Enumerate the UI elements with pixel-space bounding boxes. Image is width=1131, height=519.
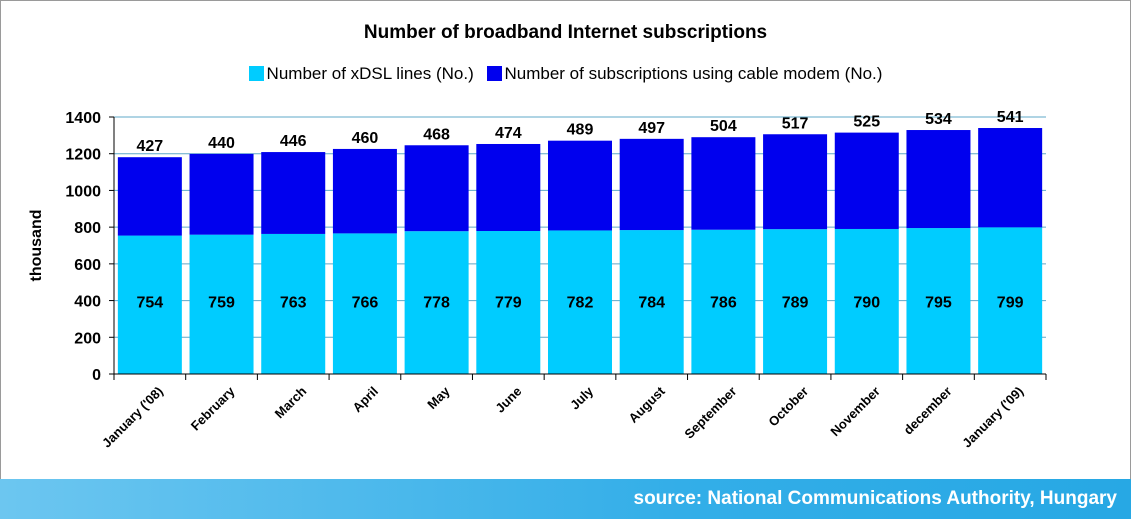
- data-label-cable-10: 525: [853, 114, 880, 131]
- data-label-xdsl-2: 763: [280, 295, 307, 312]
- bar-cable-0: [117, 157, 182, 236]
- y-tick-label-1200: 1200: [65, 147, 101, 164]
- y-tick-label-600: 600: [74, 257, 101, 274]
- chart-legend: Number of xDSL lines (No.) Number of sub…: [0, 64, 1131, 84]
- category-label-11: december: [901, 384, 955, 438]
- category-label-12: January ('09): [959, 384, 1026, 451]
- bar-cable-6: [548, 140, 612, 231]
- data-label-cable-0: 427: [136, 138, 163, 155]
- y-tick-label-0: 0: [92, 367, 101, 384]
- bar-xdsl-12: [978, 227, 1043, 374]
- bar-xdsl-7: [619, 230, 684, 374]
- bar-cable-5: [476, 143, 541, 231]
- source-text: source: National Communications Authorit…: [633, 488, 1118, 509]
- bar-xdsl-8: [691, 229, 756, 374]
- data-label-xdsl-6: 782: [567, 295, 594, 312]
- category-label-1: February: [188, 383, 238, 433]
- category-label-2: March: [272, 383, 310, 421]
- y-tick-label-1000: 1000: [65, 183, 101, 200]
- y-tick-label-200: 200: [74, 330, 101, 347]
- data-label-cable-12: 541: [997, 109, 1024, 126]
- bar-cable-2: [261, 152, 326, 234]
- bar-cable-1: [189, 153, 254, 235]
- bar-xdsl-5: [476, 230, 541, 374]
- bar-xdsl-2: [261, 233, 326, 374]
- data-label-cable-7: 497: [638, 120, 665, 137]
- bar-xdsl-0: [117, 235, 182, 374]
- y-tick-label-400: 400: [74, 294, 101, 311]
- data-label-cable-4: 468: [423, 126, 450, 143]
- category-label-0: January ('08): [99, 384, 166, 451]
- data-label-xdsl-10: 790: [853, 295, 880, 312]
- y-tick-label-1400: 1400: [65, 110, 101, 127]
- bar-xdsl-4: [404, 231, 469, 374]
- y-tick-label-800: 800: [74, 220, 101, 237]
- legend-swatch-cable: [486, 66, 502, 81]
- category-label-5: June: [492, 384, 524, 416]
- data-label-xdsl-0: 754: [136, 295, 163, 312]
- data-label-cable-11: 534: [925, 111, 952, 128]
- data-label-xdsl-9: 789: [782, 295, 809, 312]
- data-label-xdsl-8: 786: [710, 295, 737, 312]
- chart-title: Number of broadband Internet subscriptio…: [363, 22, 768, 43]
- legend-swatch-xdsl: [248, 66, 264, 81]
- bar-cable-7: [619, 138, 684, 231]
- data-label-cable-1: 440: [208, 135, 235, 152]
- footer-bar: source: National Communications Authorit…: [0, 479, 1131, 519]
- bar-cable-10: [834, 132, 899, 229]
- legend-label-xdsl: Number of xDSL lines (No.): [266, 64, 474, 83]
- data-label-cable-2: 446: [280, 133, 307, 150]
- bar-xdsl-3: [332, 233, 397, 374]
- data-label-cable-9: 517: [782, 115, 809, 132]
- data-label-xdsl-3: 766: [352, 295, 379, 312]
- data-label-cable-8: 504: [710, 118, 737, 135]
- legend-item-cable: Number of subscriptions using cable mode…: [486, 64, 883, 84]
- category-label-3: April: [349, 384, 381, 416]
- data-label-xdsl-7: 784: [638, 295, 665, 312]
- category-label-9: October: [765, 384, 811, 430]
- data-label-cable-3: 460: [352, 130, 379, 147]
- category-label-7: August: [626, 383, 669, 426]
- data-label-xdsl-4: 778: [423, 295, 450, 312]
- bar-chart: 0 200 400 600 800 1000 1200 1400 thousand January…: [28, 109, 1047, 451]
- bar-cable-9: [763, 134, 828, 230]
- data-label-xdsl-1: 759: [208, 295, 235, 312]
- category-label-4: May: [424, 383, 453, 412]
- bar-xdsl-6: [548, 230, 612, 374]
- y-axis-label: thousand: [28, 210, 45, 282]
- legend-label-cable: Number of subscriptions using cable mode…: [504, 64, 883, 83]
- data-label-xdsl-12: 799: [997, 295, 1024, 312]
- category-label-6: July: [567, 383, 597, 413]
- bar-xdsl-11: [906, 228, 971, 374]
- bar-cable-4: [404, 145, 469, 232]
- bar-xdsl-1: [189, 234, 254, 374]
- data-label-cable-6: 489: [567, 122, 594, 139]
- bar-cable-8: [691, 137, 756, 230]
- legend-item-xdsl: Number of xDSL lines (No.): [248, 64, 474, 84]
- category-label-8: September: [681, 384, 739, 442]
- bar-xdsl-10: [834, 228, 899, 374]
- data-label-xdsl-5: 779: [495, 295, 522, 312]
- bar-cable-3: [332, 148, 397, 234]
- bar-xdsl-9: [763, 229, 828, 374]
- category-label-10: November: [827, 384, 883, 440]
- bar-cable-11: [906, 130, 971, 229]
- bar-cable-12: [978, 128, 1043, 228]
- data-label-cable-5: 474: [495, 125, 522, 142]
- data-label-xdsl-11: 795: [925, 295, 952, 312]
